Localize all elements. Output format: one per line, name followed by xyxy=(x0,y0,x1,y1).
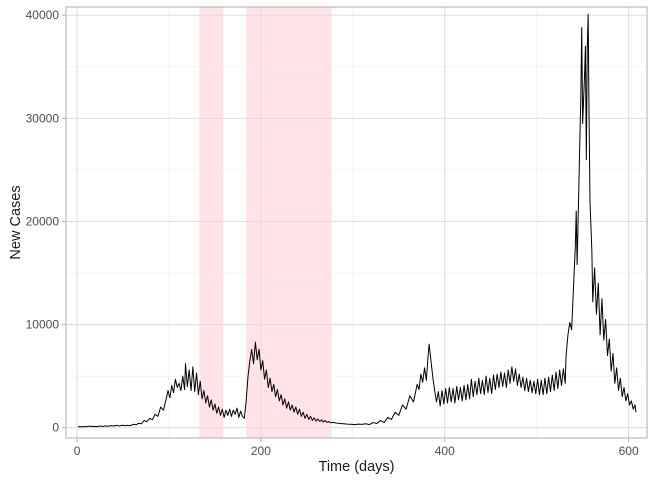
x-tick-label: 400 xyxy=(435,444,455,458)
x-axis-title: Time (days) xyxy=(319,459,395,475)
y-tick-label: 0 xyxy=(52,421,59,435)
tick-labels: 0 200 400 600 0 10000 20000 30000 40000 xyxy=(26,8,639,458)
y-tick-label: 40000 xyxy=(26,8,60,22)
y-tick-label: 30000 xyxy=(26,111,60,125)
panel-border xyxy=(65,6,648,439)
y-axis-title: New Cases xyxy=(8,185,24,259)
y-tick-label: 10000 xyxy=(26,318,60,332)
shaded-interval-2 xyxy=(246,7,332,438)
x-tick-label: 200 xyxy=(251,444,271,458)
shaded-interval-1 xyxy=(199,7,224,438)
line-series-layer xyxy=(77,13,637,428)
x-tick-label: 0 xyxy=(74,444,81,458)
x-tick-label: 600 xyxy=(619,444,639,458)
y-tick-label: 20000 xyxy=(26,214,60,228)
axis-ticks xyxy=(62,14,630,442)
line-series-1 xyxy=(77,13,637,428)
